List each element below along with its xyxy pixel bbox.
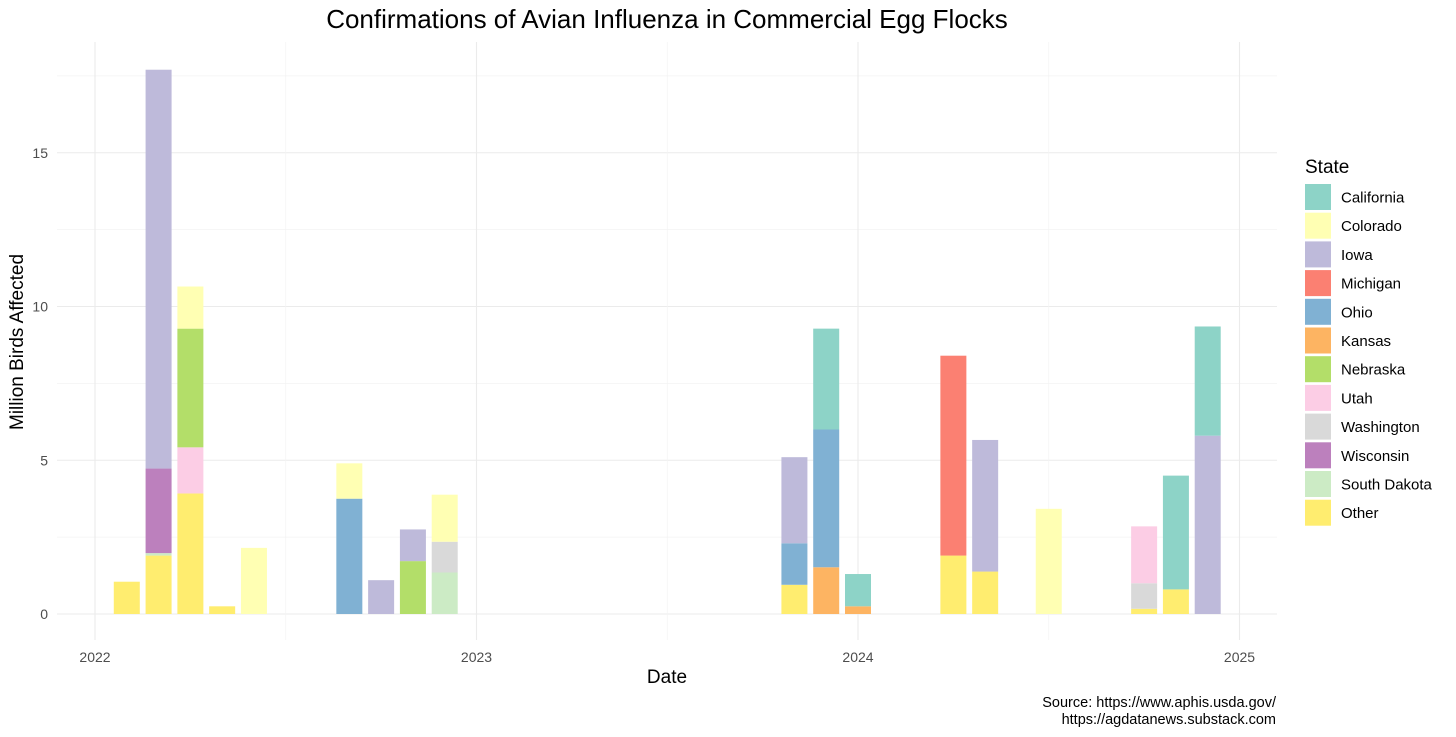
bar-segment-utah [1131, 526, 1158, 584]
bar-segment-iowa [1194, 435, 1221, 614]
bar-segment-ohio [781, 543, 808, 585]
bar-segment-nebraska [177, 328, 204, 448]
legend-swatch [1305, 471, 1331, 497]
bar-segment-california [813, 328, 840, 430]
x-axis-ticks: 2022 2023 2024 2025 [79, 649, 1255, 665]
legend-label: South Dakota [1341, 477, 1433, 494]
legend-swatch [1305, 270, 1331, 297]
y-tick-label: 5 [40, 452, 48, 468]
y-tick-label: 10 [32, 299, 48, 315]
legend-label: Other [1341, 505, 1379, 522]
bar-segment-colorado [240, 547, 267, 614]
legend-label: Colorado [1341, 218, 1402, 235]
legend-label: California [1341, 190, 1405, 207]
legend-swatch [1305, 184, 1331, 210]
bar-segment-other [1162, 589, 1189, 614]
legend-swatch [1305, 384, 1331, 411]
bar-segment-california [1194, 326, 1221, 436]
bar-segment-other [940, 555, 967, 614]
legend-label: Wisconsin [1341, 448, 1409, 465]
bar-segment-ohio [336, 498, 363, 614]
legend-title: State [1305, 157, 1349, 178]
bar-segment-michigan [940, 355, 967, 556]
legend-label: Nebraska [1341, 362, 1406, 379]
source-note: Source: https://www.aphis.usda.gov/ http… [1042, 695, 1277, 728]
legend: State California Colorado Iowa Michigan Ohio… [1305, 157, 1433, 526]
legend-swatch [1305, 241, 1331, 268]
bar-segment-kansas [813, 567, 840, 614]
bar-segment-other [177, 493, 204, 614]
legend-swatch [1305, 442, 1331, 469]
bar-segment-wisconsin [145, 468, 172, 554]
legend-swatch [1305, 298, 1331, 325]
bar-segment-nebraska [399, 561, 426, 614]
legend-label: Michigan [1341, 276, 1401, 293]
bar-segment-colorado [431, 494, 458, 542]
bar-segment-california [1162, 475, 1189, 590]
bar-segment-utah [177, 447, 204, 494]
legend-swatch [1305, 327, 1331, 354]
bar-segment-other [113, 581, 140, 614]
grid [57, 42, 1277, 640]
legend-label: Utah [1341, 390, 1373, 407]
chart-title: Confirmations of Avian Influenza in Comm… [326, 4, 1008, 34]
legend-label: Iowa [1341, 247, 1373, 264]
bars [113, 69, 1221, 614]
legend-label: Kansas [1341, 333, 1391, 350]
y-tick-label: 0 [40, 606, 48, 622]
x-tick-label: 2022 [79, 649, 110, 665]
bar-segment-ohio [813, 429, 840, 568]
legend-swatch [1305, 212, 1331, 239]
bar-segment-colorado [177, 286, 204, 329]
y-axis-ticks: 0 5 10 15 [32, 145, 48, 622]
bar-segment-colorado [336, 463, 363, 499]
bar-segment-washington [1131, 583, 1158, 609]
bar-segment-iowa [399, 529, 426, 562]
bar-segment-other [972, 571, 999, 614]
bar-segment-iowa [368, 580, 395, 614]
legend-label: Ohio [1341, 304, 1373, 321]
bar-segment-other [1131, 608, 1158, 614]
x-axis-title: Date [647, 667, 687, 688]
x-tick-label: 2023 [461, 649, 492, 665]
bar-segment-other [145, 555, 172, 614]
bar-segment-iowa [145, 69, 172, 469]
source-line-2: https://agdatanews.substack.com [1062, 712, 1276, 728]
bar-segment-other [209, 606, 236, 614]
bar-segment-south-dakota [431, 572, 458, 614]
bar-segment-iowa [972, 439, 999, 572]
bar-segment-south-dakota [145, 553, 172, 556]
legend-swatch [1305, 413, 1331, 440]
x-tick-label: 2025 [1224, 649, 1255, 665]
bar-segment-kansas [845, 606, 871, 614]
bar-segment-washington [431, 541, 458, 573]
bar-segment-other [781, 584, 808, 614]
bar-segment-california [845, 574, 871, 607]
source-line-1: Source: https://www.aphis.usda.gov/ [1042, 695, 1277, 711]
bar-segment-colorado [1035, 508, 1062, 614]
legend-label: Washington [1341, 419, 1420, 436]
x-tick-label: 2024 [842, 649, 873, 665]
y-axis-title: Million Birds Affected [7, 254, 28, 430]
y-tick-label: 15 [32, 145, 48, 161]
bar-segment-iowa [781, 457, 808, 544]
legend-swatch [1305, 356, 1331, 383]
legend-swatch [1305, 499, 1331, 526]
